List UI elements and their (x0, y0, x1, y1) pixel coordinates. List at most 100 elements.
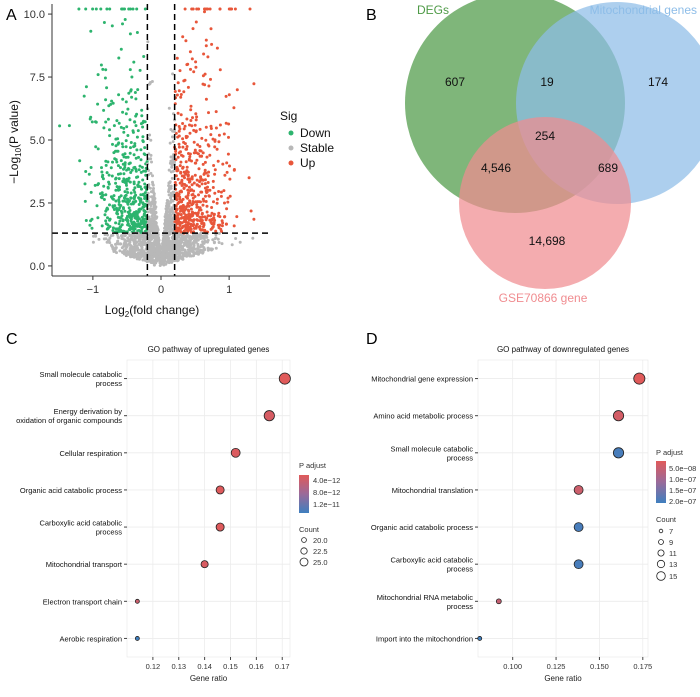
volcano-point (167, 190, 171, 194)
volcano-point (100, 224, 104, 228)
term-dot (215, 522, 225, 532)
volcano-point (164, 220, 167, 224)
volcano-point (217, 190, 221, 193)
volcano-point (130, 95, 134, 99)
volcano-point (150, 256, 154, 260)
volcano-point (133, 144, 137, 148)
volcano-x-tick-label: −1 (87, 284, 100, 296)
volcano-y-tick-label: 5.0 (30, 135, 45, 147)
volcano-point (185, 145, 189, 148)
volcano-point (188, 254, 192, 258)
volcano-point (132, 166, 136, 170)
volcano-point (97, 237, 101, 241)
volcano-point (140, 215, 144, 219)
volcano-point (154, 249, 158, 253)
volcano-point (218, 123, 222, 127)
volcano-point (137, 155, 140, 159)
volcano-point (82, 94, 86, 98)
volcano-point (138, 207, 142, 211)
volcano-point (120, 211, 124, 215)
volcano-point (199, 231, 203, 235)
volcano-point (181, 137, 185, 141)
volcano-point (150, 247, 154, 251)
volcano-point (171, 140, 175, 144)
volcano-point (189, 207, 193, 211)
x-tick-label: 0.17 (275, 662, 290, 671)
volcano-point (205, 155, 209, 159)
volcano-point (192, 236, 196, 239)
volcano-point (163, 235, 167, 239)
volcano-point (170, 236, 174, 240)
volcano-point (178, 69, 182, 73)
term-dot (215, 485, 225, 495)
volcano-point (140, 114, 144, 118)
volcano-point (138, 164, 142, 168)
volcano-point (121, 110, 125, 114)
volcano-point (206, 238, 210, 242)
volcano-point (129, 196, 133, 200)
volcano-point (102, 184, 106, 188)
volcano-point (168, 180, 172, 184)
volcano-point (195, 178, 199, 182)
volcano-point (125, 244, 129, 248)
volcano-point (112, 124, 116, 128)
volcano-point (124, 112, 128, 116)
volcano-point (134, 236, 138, 240)
volcano-point (175, 198, 179, 202)
volcano-point (143, 182, 147, 186)
volcano-point (192, 128, 196, 132)
volcano-point (252, 82, 256, 86)
volcano-point (189, 248, 193, 252)
term-label: Mitochondrial transport (46, 560, 123, 569)
term-dot (573, 522, 584, 532)
volcano-point (169, 196, 173, 200)
volcano-x-label: Log2(fold change) (105, 303, 200, 319)
volcano-point (211, 186, 215, 189)
volcano-point (184, 195, 188, 199)
volcano-point (161, 254, 165, 258)
volcano-points (58, 7, 256, 267)
volcano-point (198, 180, 202, 184)
term-label-line: Mitochondrial transport (46, 560, 123, 569)
volcano-point (91, 240, 95, 244)
volcano-point (218, 7, 222, 11)
volcano-point (192, 223, 196, 226)
volcano-point (102, 126, 106, 130)
volcano-point (157, 237, 161, 241)
term-label-line: Amino acid metabolic process (373, 412, 473, 421)
volcano-point (201, 228, 204, 232)
size-legend-marker (657, 549, 665, 557)
term-dot (278, 372, 291, 385)
volcano-point (136, 210, 140, 214)
volcano-point (174, 131, 178, 135)
term-label: Energy derivation by oxidation of organic… (16, 407, 122, 425)
volcano-point (195, 115, 199, 119)
volcano-point (133, 186, 137, 190)
volcano-point (123, 190, 127, 194)
volcano-point (184, 172, 188, 176)
volcano-point (175, 221, 179, 225)
volcano-point (168, 227, 172, 231)
color-legend-tick: 5.0e−08 (669, 464, 696, 473)
volcano-point (114, 158, 118, 162)
volcano-point (146, 40, 150, 44)
volcano-point (151, 189, 155, 193)
size-legend-marker (300, 547, 308, 555)
term-label-line: Small molecule catabolic (390, 444, 473, 453)
volcano-point (117, 200, 121, 204)
volcano-point (135, 224, 139, 228)
volcano-point (177, 142, 181, 146)
volcano-point (133, 120, 137, 124)
volcano-point (187, 209, 191, 213)
volcano-point (185, 205, 189, 208)
volcano-point (169, 244, 173, 248)
volcano-point (190, 57, 194, 61)
volcano-point (116, 215, 120, 219)
volcano-point (139, 200, 143, 204)
volcano-point (117, 236, 120, 240)
volcano-point (120, 236, 124, 240)
volcano-point (176, 168, 180, 172)
volcano-point (141, 243, 145, 247)
volcano-point (184, 134, 188, 138)
x-tick-label: 0.100 (503, 662, 522, 671)
